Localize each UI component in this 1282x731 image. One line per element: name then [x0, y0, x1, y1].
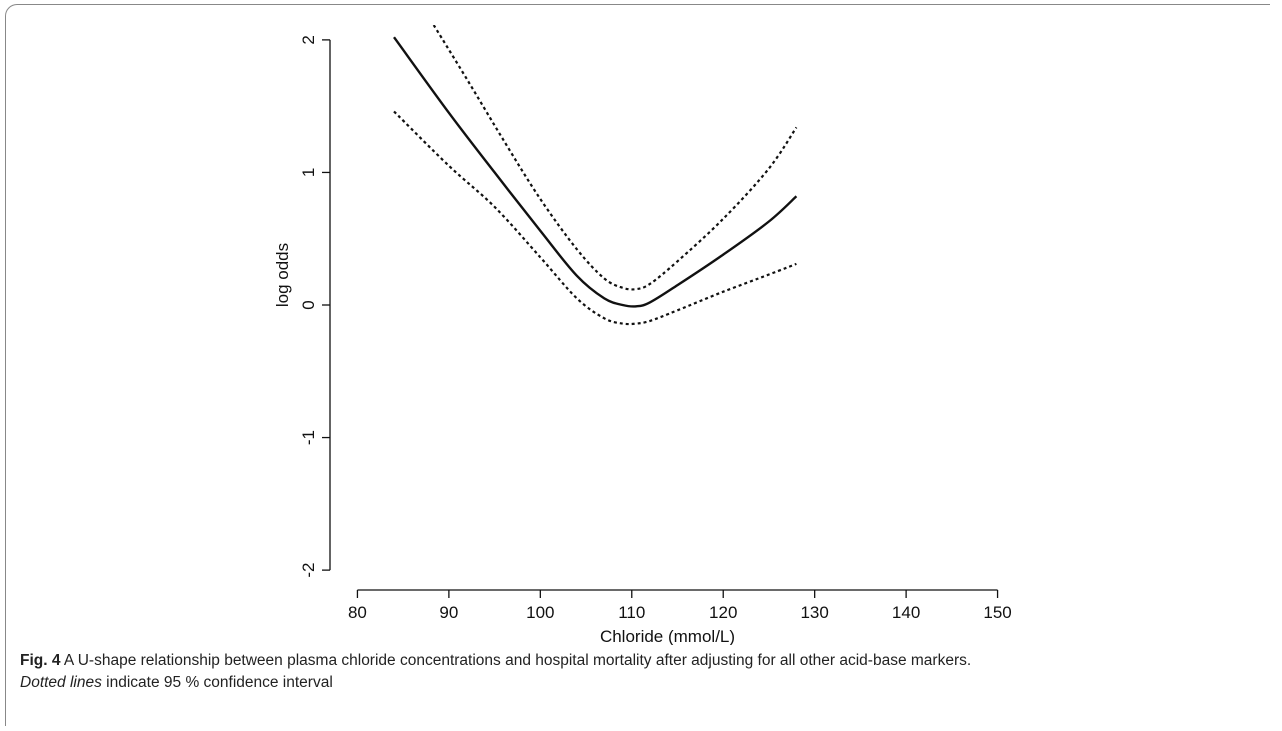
y-tick-label: 0	[299, 300, 318, 309]
series-lines	[394, 20, 796, 324]
x-tick-label: 130	[800, 603, 828, 622]
x-tick-label: 110	[618, 603, 645, 622]
y-axis-title: log odds	[273, 243, 292, 307]
caption-fig-label: Fig. 4	[20, 652, 60, 669]
y-tick-label: 1	[299, 168, 318, 177]
axes: 80 90 100 110 120 130 140 150 -2 -1 0 1 2 Chloride (m…	[273, 35, 1012, 645]
caption-line2-text: indicate 95 % confidence interval	[102, 674, 333, 691]
upper-ci-line	[431, 20, 797, 289]
x-tick-label: 120	[709, 603, 737, 622]
y-tick-label: -2	[299, 563, 318, 578]
figure-caption: Fig. 4 A U-shape relationship between pl…	[20, 650, 1260, 694]
caption-line2-emphasis: Dotted lines	[20, 674, 102, 691]
y-tick-label: 2	[299, 35, 318, 44]
x-tick-label: 100	[526, 603, 554, 622]
x-tick-label: 80	[348, 603, 367, 622]
caption-text: A U-shape relationship between plasma ch…	[60, 652, 971, 669]
x-tick-label: 150	[983, 603, 1011, 622]
x-tick-label: 90	[439, 603, 458, 622]
x-axis-title: Chloride (mmol/L)	[600, 627, 735, 645]
chart: 80 90 100 110 120 130 140 150 -2 -1 0 1 2 Chloride (m…	[0, 0, 1282, 645]
y-tick-label: -1	[299, 430, 318, 445]
x-tick-label: 140	[892, 603, 920, 622]
